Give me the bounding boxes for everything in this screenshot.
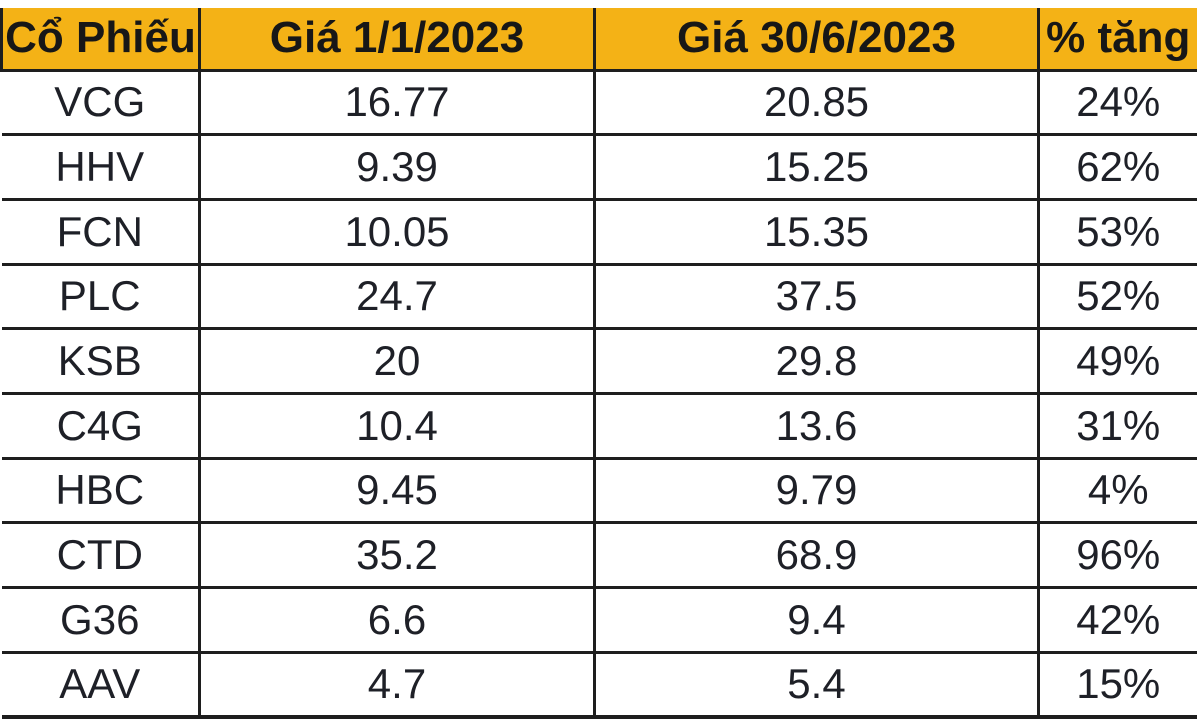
cell-price-start: 16.77 (198, 68, 596, 137)
column-header-pct-change: % tăng (1037, 8, 1197, 72)
cell-ticker: CTD (1, 521, 201, 589)
cell-price-end: 29.8 (593, 327, 1040, 395)
cell-pct-change: 4% (1037, 456, 1197, 525)
table-row: PLC 24.7 37.5 52% (1, 262, 1197, 331)
cell-ticker: HHV (1, 133, 201, 201)
cell-ticker: PLC (1, 262, 201, 331)
cell-price-end: 9.4 (593, 586, 1040, 654)
column-header-ticker: Cổ Phiếu (0, 8, 201, 72)
cell-price-end: 9.79 (593, 456, 1040, 525)
cell-ticker: KSB (1, 327, 201, 395)
table-row: KSB 20 29.8 49% (1, 327, 1197, 395)
cell-price-end: 37.5 (593, 262, 1040, 331)
cell-price-start: 4.7 (198, 650, 596, 719)
cell-price-end: 68.9 (593, 521, 1040, 589)
cell-pct-change: 31% (1037, 391, 1197, 460)
table-row: HBC 9.45 9.79 4% (1, 456, 1197, 525)
cell-pct-change: 24% (1037, 68, 1197, 137)
cell-price-start: 35.2 (198, 521, 596, 589)
table-row: FCN 10.05 15.35 53% (1, 197, 1197, 266)
cell-ticker: VCG (1, 68, 201, 137)
cell-ticker: G36 (1, 586, 201, 654)
cell-pct-change: 96% (1037, 521, 1197, 589)
cell-price-end: 13.6 (593, 391, 1040, 460)
cell-price-start: 9.45 (198, 456, 596, 525)
cell-price-start: 6.6 (198, 586, 596, 654)
cell-ticker: C4G (1, 391, 201, 460)
cell-pct-change: 52% (1037, 262, 1197, 331)
cell-price-start: 10.05 (198, 197, 596, 266)
cell-price-start: 9.39 (198, 133, 596, 201)
table-row: C4G 10.4 13.6 31% (1, 391, 1197, 460)
table-row: VCG 16.77 20.85 24% (1, 68, 1197, 137)
cell-price-start: 10.4 (198, 391, 596, 460)
cell-pct-change: 62% (1037, 133, 1197, 201)
column-header-price-end: Giá 30/6/2023 (593, 8, 1040, 72)
cell-price-start: 20 (198, 327, 596, 395)
cell-price-end: 15.25 (593, 133, 1040, 201)
cell-pct-change: 42% (1037, 586, 1197, 654)
cell-pct-change: 15% (1037, 650, 1197, 719)
cell-ticker: AAV (1, 650, 201, 719)
table-row: CTD 35.2 68.9 96% (1, 521, 1197, 589)
table-row: G36 6.6 9.4 42% (1, 586, 1197, 654)
table-body: VCG 16.77 20.85 24% HHV 9.39 15.25 62% F… (1, 68, 1197, 719)
column-header-price-start: Giá 1/1/2023 (198, 8, 596, 72)
table-row: AAV 4.7 5.4 15% (1, 650, 1197, 719)
cell-price-end: 5.4 (593, 650, 1040, 719)
table-row: HHV 9.39 15.25 62% (1, 133, 1197, 201)
cell-ticker: HBC (1, 456, 201, 525)
cell-pct-change: 49% (1037, 327, 1197, 395)
cell-price-end: 20.85 (593, 68, 1040, 137)
cell-ticker: FCN (1, 197, 201, 266)
cell-pct-change: 53% (1037, 197, 1197, 266)
cell-price-end: 15.35 (593, 197, 1040, 266)
cell-price-start: 24.7 (198, 262, 596, 331)
header-row: Cổ Phiếu Giá 1/1/2023 Giá 30/6/2023 % tă… (0, 8, 1197, 72)
stock-price-table: Cổ Phiếu Giá 1/1/2023 Giá 30/6/2023 % tă… (0, 8, 1197, 719)
